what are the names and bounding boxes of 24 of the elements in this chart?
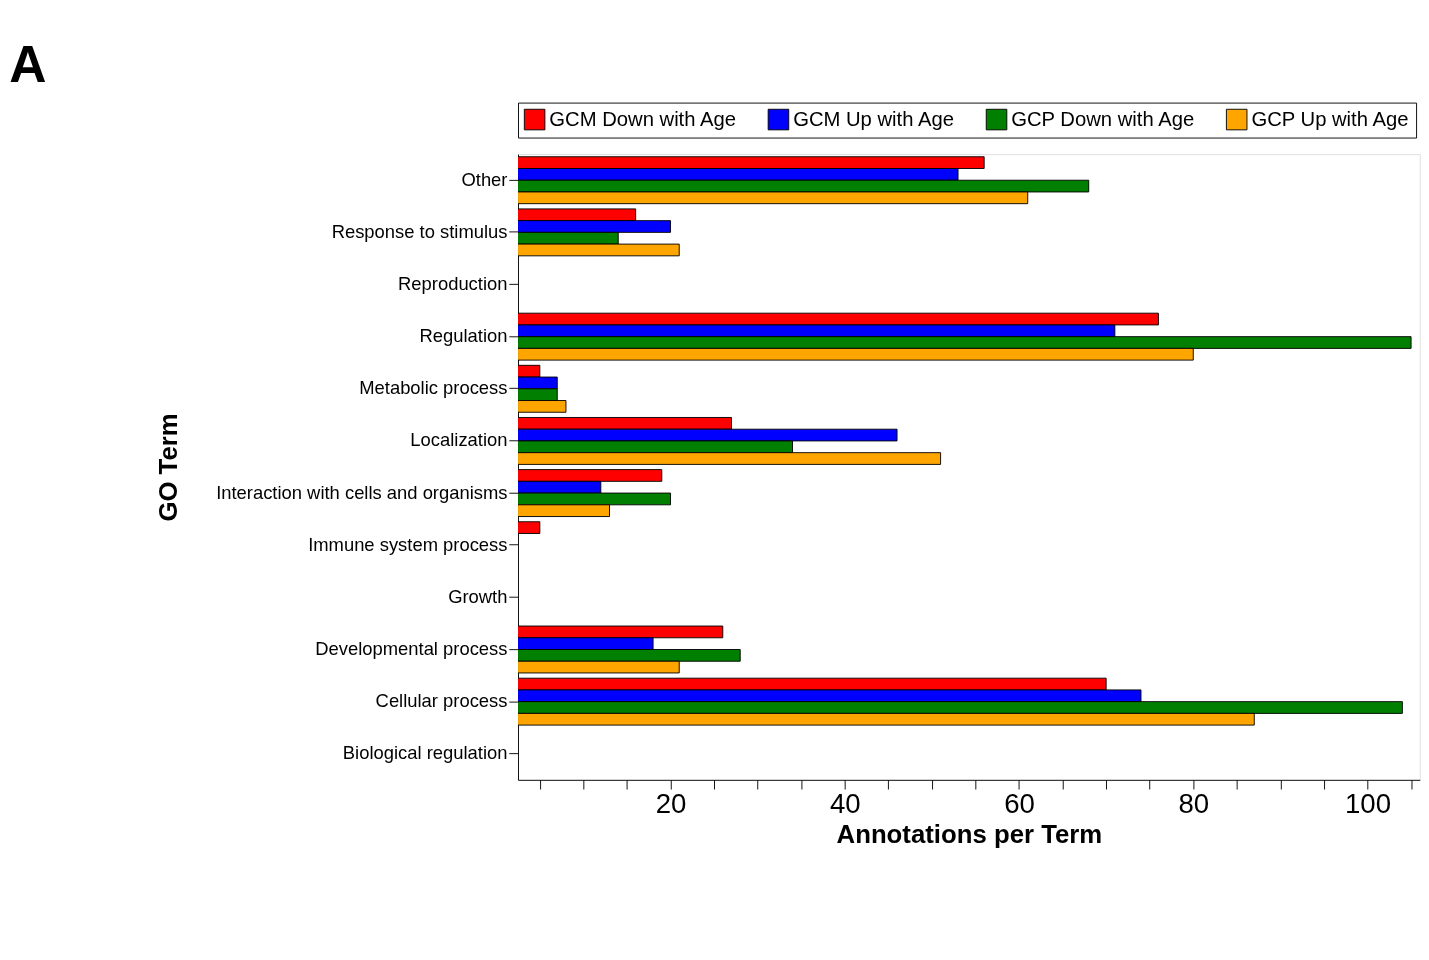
- y-tick-label: Cellular process: [375, 690, 508, 712]
- y-tick-label: Interaction with cells and organisms: [216, 481, 508, 503]
- x-tick-label: 60: [1004, 788, 1035, 820]
- y-tick-label: Developmental process: [315, 638, 508, 660]
- x-tick-label: 40: [829, 788, 861, 820]
- y-tick-label: Growth: [448, 585, 508, 607]
- y-tick-label: Other: [461, 168, 508, 190]
- legend-label: GCP Down with Age: [1011, 108, 1195, 130]
- y-tick-label: Localization: [410, 429, 508, 451]
- y-tick-label: Reproduction: [398, 273, 508, 295]
- x-tick-label: 100: [1344, 788, 1392, 820]
- legend-label: GCP Up with Age: [1251, 108, 1409, 130]
- legend-label: GCM Down with Age: [549, 108, 737, 130]
- x-axis-title: Annotations per Term: [836, 819, 1103, 848]
- y-tick-label: Biological regulation: [342, 742, 508, 764]
- x-tick-label: 20: [655, 788, 687, 820]
- y-tick-label: Immune system process: [308, 533, 508, 555]
- y-tick-label: Metabolic process: [359, 377, 508, 399]
- y-axis-title: GO Term: [154, 413, 183, 522]
- text: A: [9, 34, 47, 93]
- y-tick-label: Regulation: [419, 325, 508, 347]
- x-tick-label: 80: [1178, 788, 1210, 820]
- y-tick-label: Response to stimulus: [331, 220, 508, 242]
- legend-label: GCM Up with Age: [793, 108, 954, 130]
